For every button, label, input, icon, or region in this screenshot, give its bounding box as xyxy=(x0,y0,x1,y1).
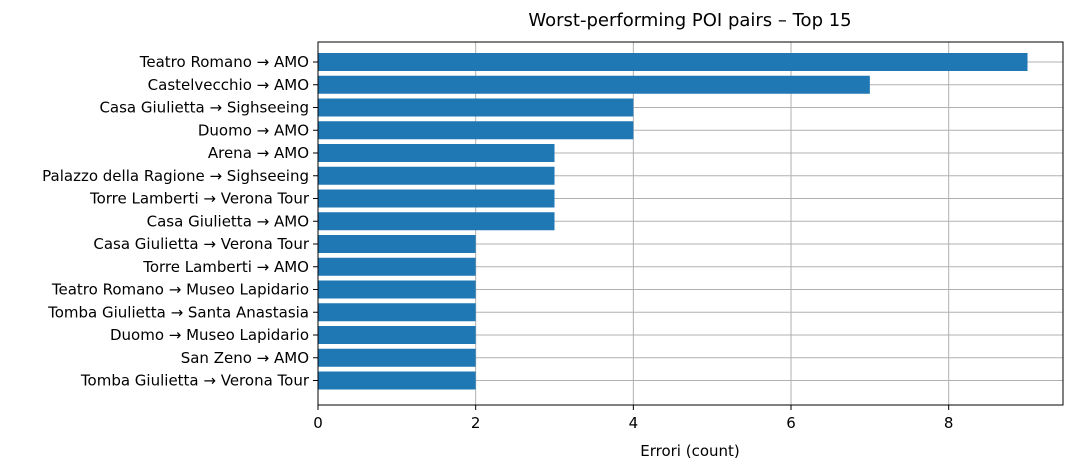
bar xyxy=(318,98,634,117)
bar xyxy=(318,235,476,253)
y-tick-label: Torre Lamberti → AMO xyxy=(142,258,309,276)
bar xyxy=(318,166,555,185)
y-tick-label: San Zeno → AMO xyxy=(181,349,309,367)
bar xyxy=(318,326,476,344)
y-tick-label: Casa Giulietta → AMO xyxy=(147,212,309,230)
x-tick-label: 4 xyxy=(629,414,639,432)
y-tick-label: Casa Giulietta → Sighseeing xyxy=(99,99,309,117)
bar xyxy=(318,144,555,162)
bar xyxy=(318,348,476,367)
bar xyxy=(318,189,555,208)
y-tick-label: Castelvecchio → AMO xyxy=(148,76,309,94)
y-tick-label: Casa Giulietta → Verona Tour xyxy=(93,235,309,253)
y-tick-label: Duomo → AMO xyxy=(198,121,309,139)
y-tick-label: Tomba Giulietta → Verona Tour xyxy=(80,372,310,390)
bar xyxy=(318,75,870,94)
y-tick-label: Teatro Romano → Museo Lapidario xyxy=(51,281,309,299)
bar xyxy=(318,121,634,140)
bars-layer xyxy=(318,53,1028,390)
bar xyxy=(318,303,476,322)
x-tick-label: 8 xyxy=(944,414,954,432)
x-tick-labels: 0 2 4 6 8 xyxy=(313,405,953,432)
y-tick-label: Arena → AMO xyxy=(208,144,309,162)
bar xyxy=(318,257,476,276)
x-tick-label: 6 xyxy=(786,414,796,432)
y-tick-label: Teatro Romano → AMO xyxy=(139,53,309,71)
x-axis-label: Errori (count) xyxy=(640,442,740,460)
y-tick-label: Torre Lamberti → Verona Tour xyxy=(89,190,310,208)
x-tick-label: 0 xyxy=(313,414,323,432)
bar xyxy=(318,212,555,231)
bar xyxy=(318,280,476,299)
bar xyxy=(318,371,476,390)
plot-frame xyxy=(317,41,1064,406)
y-tick-label: Palazzo della Ragione → Sighseeing xyxy=(42,167,309,185)
bar xyxy=(318,53,1028,71)
y-tick-label: Tomba Giulietta → Santa Anastasia xyxy=(47,303,309,321)
y-tick-label: Duomo → Museo Lapidario xyxy=(110,326,309,344)
chart-title: Worst-performing POI pairs – Top 15 xyxy=(528,10,851,31)
x-tick-label: 2 xyxy=(471,414,481,432)
y-tick-labels: Teatro Romano → AMO Castelvecchio → AMO Ca… xyxy=(42,53,318,390)
